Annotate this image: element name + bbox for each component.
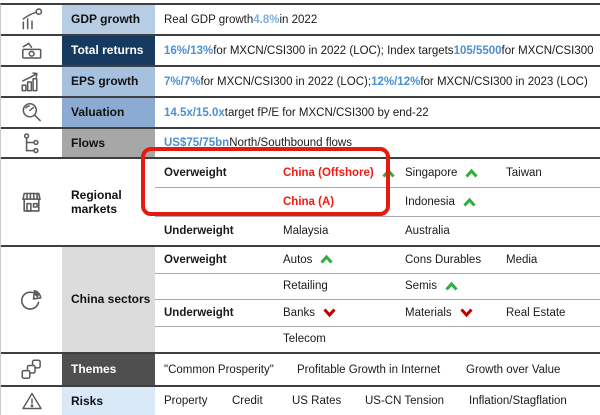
sectors-overweight-row-1: Overweight Autos Cons Durables Media bbox=[155, 247, 600, 274]
returns-value-2: 105/5500 bbox=[453, 44, 502, 57]
row-label-themes: Themes bbox=[62, 354, 155, 385]
eps-text-1: for MXCN/CSI300 in 2022 (LOC); bbox=[200, 75, 372, 88]
market-china-a: China (A) bbox=[283, 196, 335, 208]
row-label-regional: Regional markets bbox=[62, 159, 155, 245]
up-arrow-icon bbox=[320, 255, 334, 264]
risk-item: Property bbox=[164, 395, 208, 407]
layers-icon bbox=[1, 354, 62, 385]
row-flows: Flows US$75/75bn North/Southbound flows bbox=[1, 129, 600, 159]
sector-materials: Materials bbox=[405, 306, 452, 319]
up-arrow-icon bbox=[382, 168, 395, 178]
eps-content: 7%/7% for MXCN/CSI300 in 2022 (LOC); 12%… bbox=[155, 67, 600, 96]
gdp-text-pre: Real GDP growth bbox=[164, 13, 254, 26]
up-arrow-icon bbox=[465, 168, 479, 178]
returns-value-1: 16%/13% bbox=[164, 44, 214, 57]
market-china-offshore: China (Offshore) bbox=[283, 167, 374, 179]
underweight-label: Underweight bbox=[164, 306, 234, 319]
valuation-content: 14.5x/15.0x target fP/E for MXCN/CSI300 … bbox=[155, 98, 600, 127]
gdp-text-post: in 2022 bbox=[279, 13, 318, 26]
underweight-label: Underweight bbox=[164, 225, 234, 237]
overweight-label: Overweight bbox=[164, 253, 227, 266]
row-regional-markets: Regional markets Overweight China (Offsh… bbox=[1, 159, 600, 247]
row-label-sectors: China sectors bbox=[62, 247, 155, 352]
bar-chart-icon bbox=[1, 67, 62, 96]
theme-item: Profitable Growth in Internet bbox=[297, 363, 441, 376]
sectors-underweight-row-1: Underweight Banks Materials Real Estate bbox=[155, 300, 600, 327]
sector-media: Media bbox=[506, 253, 538, 266]
flows-text: North/Southbound flows bbox=[229, 137, 352, 149]
down-arrow-icon bbox=[323, 308, 336, 318]
gdp-value: 4.8% bbox=[253, 13, 280, 26]
market-indonesia: Indonesia bbox=[405, 196, 455, 208]
magnifier-icon bbox=[1, 98, 62, 127]
market-australia: Australia bbox=[405, 225, 450, 237]
theme-item: "Common Prosperity" bbox=[164, 363, 274, 376]
row-china-sectors: China sectors Overweight Autos Cons Dura… bbox=[1, 247, 600, 354]
regional-underweight-row: Underweight Malaysia Australia bbox=[155, 217, 600, 245]
growth-chart-icon bbox=[1, 5, 62, 34]
theme-item: Growth over Value bbox=[466, 363, 561, 376]
risk-item: US-CN Tension bbox=[365, 395, 445, 407]
sector-real-estate: Real Estate bbox=[506, 306, 566, 319]
row-label-gdp: GDP growth bbox=[62, 5, 155, 34]
sectors-overweight-row-2: Retailing Semis bbox=[155, 274, 600, 300]
storefront-icon bbox=[1, 159, 62, 245]
row-label-returns: Total returns bbox=[62, 36, 155, 65]
cash-icon bbox=[1, 36, 62, 65]
eps-value-2: 12%/12% bbox=[371, 75, 421, 88]
pie-chart-icon bbox=[1, 247, 62, 352]
row-eps-growth: EPS growth 7%/7% for MXCN/CSI300 in 2022… bbox=[1, 67, 600, 98]
regional-content: Overweight China (Offshore) Singapore Ta… bbox=[155, 159, 600, 245]
market-taiwan: Taiwan bbox=[506, 167, 542, 179]
returns-text-1: for MXCN/CSI300 in 2022 (LOC); Index tar… bbox=[213, 44, 454, 57]
regional-overweight-row-1: Overweight China (Offshore) Singapore Ta… bbox=[155, 159, 600, 188]
returns-text-2: for MXCN/CSI300 bbox=[501, 44, 594, 57]
row-total-returns: Total returns 16%/13% for MXCN/CSI300 in… bbox=[1, 36, 600, 67]
sectors-underweight-row-2: Telecom bbox=[155, 327, 600, 353]
valuation-value: 14.5x/15.0x bbox=[164, 106, 225, 119]
row-gdp-growth: GDP growth Real GDP growth 4.8% in 2022 bbox=[1, 5, 600, 36]
sector-cons-durables: Cons Durables bbox=[405, 253, 482, 266]
sector-autos: Autos bbox=[283, 253, 313, 266]
row-themes: Themes "Common Prosperity" Profitable Gr… bbox=[1, 354, 600, 387]
market-malaysia: Malaysia bbox=[283, 225, 329, 237]
risk-item: Inflation/Stagflation bbox=[469, 395, 567, 407]
up-arrow-icon bbox=[463, 197, 476, 207]
flows-content: US$75/75bn North/Southbound flows bbox=[155, 129, 600, 157]
sector-banks: Banks bbox=[283, 306, 315, 319]
sector-telecom: Telecom bbox=[283, 333, 326, 346]
valuation-text: target fP/E for MXCN/CSI300 by end-22 bbox=[224, 106, 429, 119]
warning-icon bbox=[1, 387, 62, 415]
down-arrow-icon bbox=[460, 308, 473, 318]
regional-overweight-row-2: China (A) Indonesia bbox=[155, 188, 600, 217]
sector-semis: Semis bbox=[405, 280, 437, 293]
row-label-eps: EPS growth bbox=[62, 67, 155, 96]
returns-content: 16%/13% for MXCN/CSI300 in 2022 (LOC); I… bbox=[155, 36, 600, 65]
risk-item: US Rates bbox=[292, 395, 342, 407]
summary-table: GDP growth Real GDP growth 4.8% in 2022 … bbox=[0, 3, 600, 415]
risk-item: Credit bbox=[232, 395, 263, 407]
row-label-flows: Flows bbox=[62, 129, 155, 157]
eps-text-2: for MXCN/CSI300 in 2023 (LOC) bbox=[420, 75, 588, 88]
eps-value-1: 7%/7% bbox=[164, 75, 201, 88]
risks-content: Property Credit US Rates US-CN Tension I… bbox=[155, 387, 600, 415]
row-label-risks: Risks bbox=[62, 387, 155, 415]
row-risks: Risks Property Credit US Rates US-CN Ten… bbox=[1, 387, 600, 415]
up-arrow-icon bbox=[445, 281, 458, 291]
flows-value: US$75/75bn bbox=[164, 137, 230, 149]
market-singapore: Singapore bbox=[405, 167, 458, 179]
sector-retailing: Retailing bbox=[283, 280, 328, 293]
overweight-label: Overweight bbox=[164, 167, 227, 179]
sectors-content: Overweight Autos Cons Durables Media Ret… bbox=[155, 247, 600, 352]
flow-icon bbox=[1, 129, 62, 157]
themes-content: "Common Prosperity" Profitable Growth in… bbox=[155, 354, 600, 385]
gdp-content: Real GDP growth 4.8% in 2022 bbox=[155, 5, 600, 34]
row-label-valuation: Valuation bbox=[62, 98, 155, 127]
row-valuation: Valuation 14.5x/15.0x target fP/E for MX… bbox=[1, 98, 600, 129]
